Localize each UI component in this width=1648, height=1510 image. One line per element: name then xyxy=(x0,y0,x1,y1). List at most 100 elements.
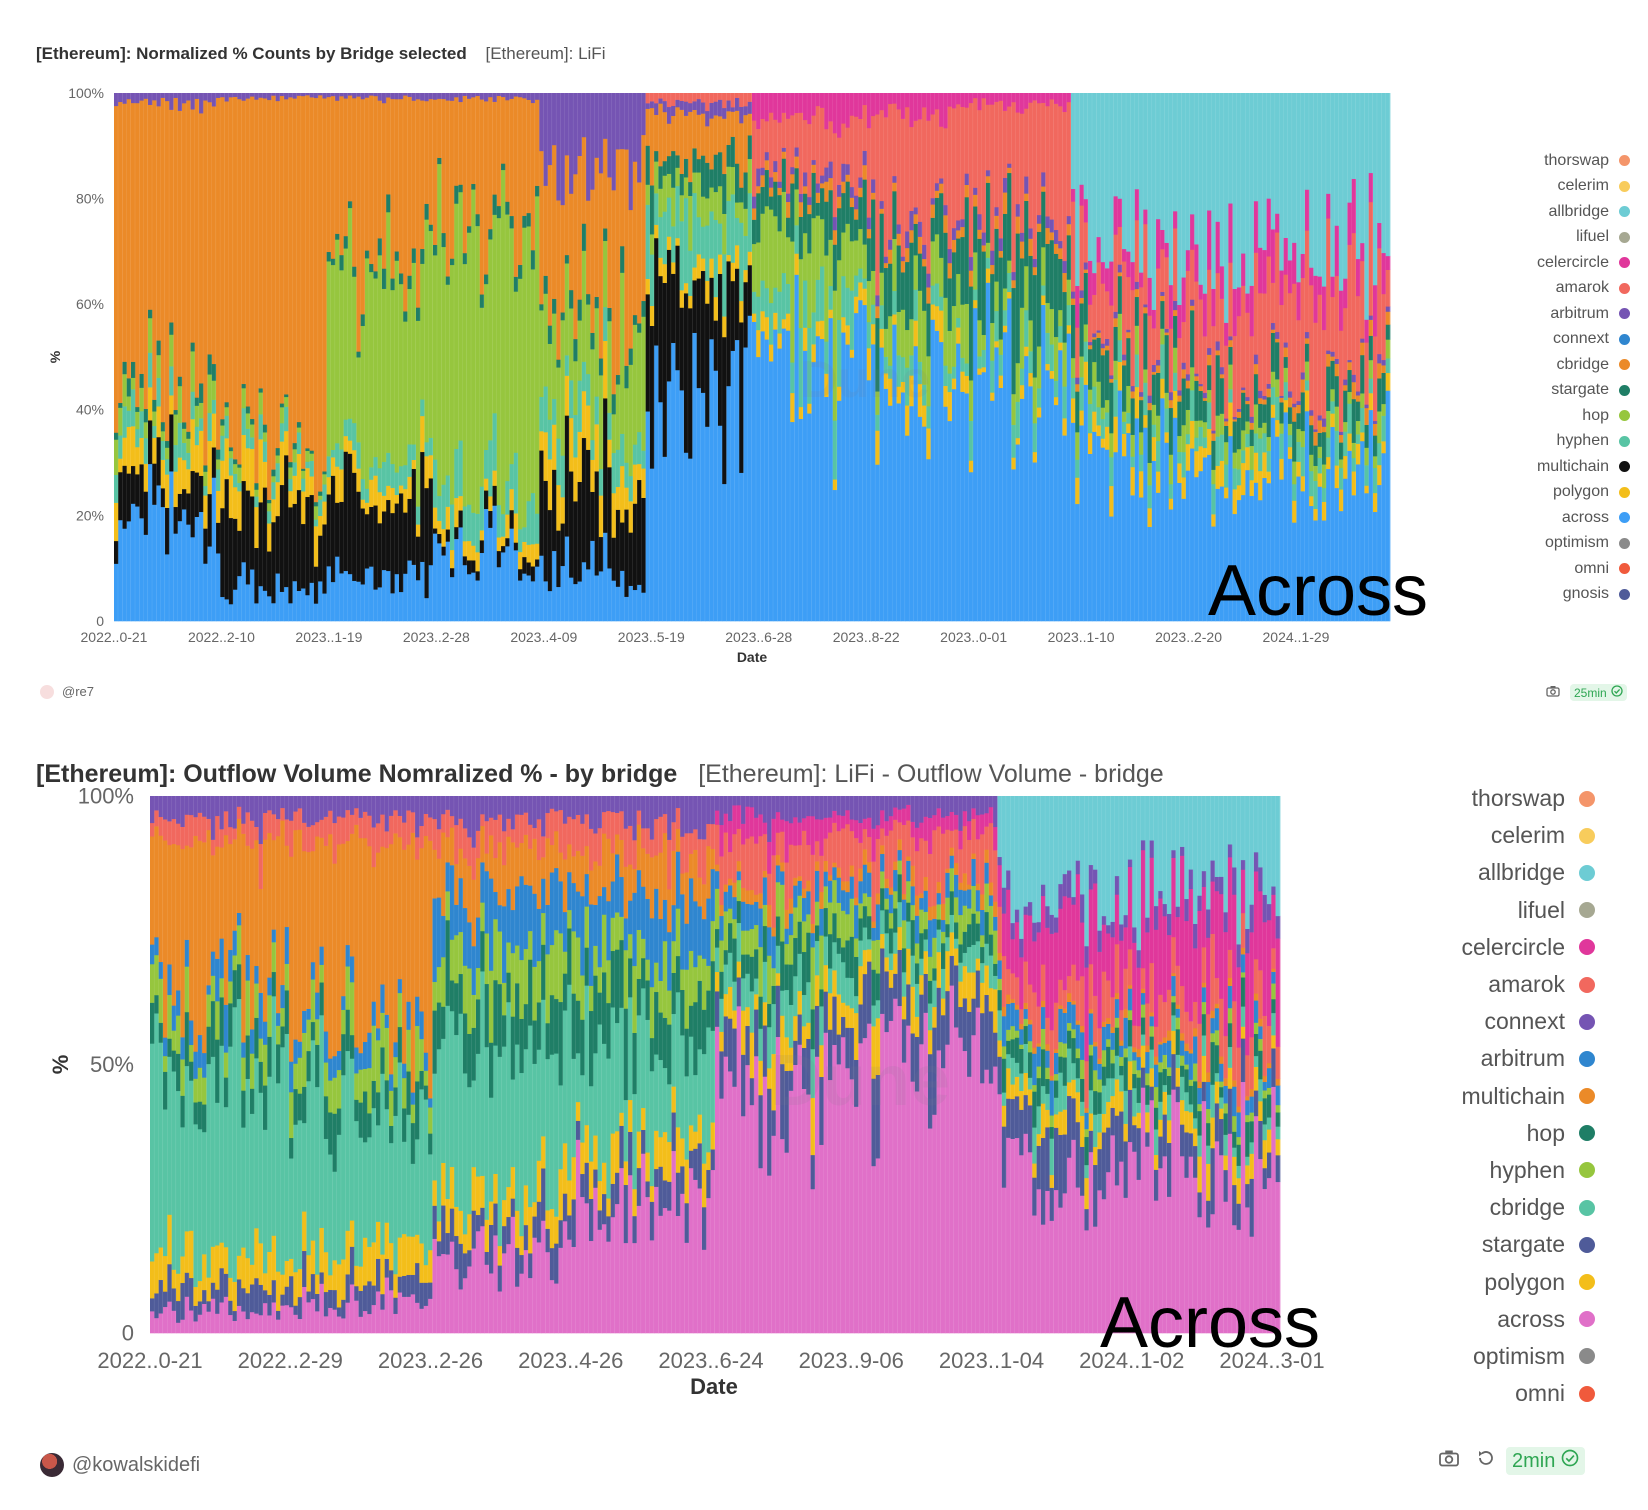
bar-segment-hop xyxy=(237,467,242,484)
bar-segment-hop xyxy=(315,1044,320,1088)
bar-segment-polygon xyxy=(445,506,451,530)
bar-segment-stargate xyxy=(518,264,523,279)
author-credit[interactable]: @re7 xyxy=(40,684,94,699)
bar-segment-hop xyxy=(171,1050,177,1072)
bar-segment-amarok xyxy=(922,107,927,245)
camera-icon[interactable] xyxy=(1546,685,1560,700)
legend-item-arbitrum[interactable]: arbitrum xyxy=(1380,301,1630,327)
bar-segment-hyphen xyxy=(318,499,323,517)
bar-segment-across xyxy=(1241,494,1246,622)
legend-item-allbridge[interactable]: allbridge xyxy=(1380,199,1630,225)
bar-segment-polygon xyxy=(939,310,944,343)
bar-segment-arbitrum xyxy=(1338,431,1344,436)
bar-segment-allbridge xyxy=(1351,93,1357,179)
bar-segment-hop xyxy=(671,187,676,227)
legend-item-omni[interactable]: omni xyxy=(1380,556,1630,582)
legend-item-connext[interactable]: connext xyxy=(1380,327,1630,353)
bar-segment-hyphen xyxy=(901,920,907,949)
bar-segment-cbridge xyxy=(745,973,751,1008)
legend-item-hyphen[interactable]: hyphen xyxy=(1380,429,1630,455)
bar-segment-connext xyxy=(828,796,833,818)
bar-segment-cbridge xyxy=(493,1045,499,1174)
bar-segment-across xyxy=(309,582,315,622)
legend-item-thorswap[interactable]: thorswap xyxy=(1380,148,1630,174)
bar-segment-stargate xyxy=(688,181,693,197)
bar-segment-stargate xyxy=(1045,243,1051,304)
bar-segment-celercircle xyxy=(797,822,803,846)
bar-segment-hop xyxy=(1177,435,1182,453)
bar-segment-multichain xyxy=(406,844,412,1002)
bar-segment-stargate xyxy=(675,1172,681,1216)
bar-segment-arbitrum xyxy=(739,106,744,124)
bar-segment-celercircle xyxy=(951,93,957,109)
bar-segment-amarok xyxy=(1028,102,1034,229)
bar-segment-stargate xyxy=(545,1228,551,1253)
legend-item-cbridge[interactable]: cbridge xyxy=(1380,352,1630,378)
bar-segment-stargate xyxy=(216,449,221,460)
bar-segment-across xyxy=(837,400,842,622)
bar-segment-amarok xyxy=(554,811,559,832)
legend-item-polygon[interactable]: polygon xyxy=(1380,480,1630,506)
bar-segment-hyphen xyxy=(1381,415,1387,442)
refresh-badge[interactable]: 25min xyxy=(1570,684,1627,701)
legend-item-amarok[interactable]: amarok xyxy=(1380,276,1630,302)
bar-segment-hop xyxy=(998,339,1004,355)
bar-segment-across xyxy=(428,564,434,622)
legend-item-stargate[interactable]: stargate xyxy=(1380,378,1630,404)
bar-segment-amarok xyxy=(1275,232,1280,333)
bar-segment-hyphen xyxy=(177,422,183,458)
bar-segment-hop xyxy=(467,232,472,505)
legend-item-lifuel[interactable]: lifuel xyxy=(1380,225,1630,251)
bar-segment-amarok xyxy=(241,823,246,834)
bar-segment-hyphen xyxy=(1241,450,1246,464)
bar-segment-hyphen xyxy=(510,952,516,1017)
bar-segment-hyphen xyxy=(964,363,970,376)
bar-segment-allbridge xyxy=(1134,93,1140,190)
bar-segment-stargate xyxy=(276,1310,281,1320)
bar-segment-across xyxy=(249,1311,255,1334)
bar-segment-hop xyxy=(245,413,251,429)
bar-segment-celercircle xyxy=(867,817,872,838)
bar-segment-cbridge xyxy=(322,98,328,472)
bar-segment-celercircle xyxy=(913,93,919,121)
bar-segment-hop xyxy=(522,227,527,528)
legend-item-celerim[interactable]: celerim xyxy=(1380,174,1630,200)
bar-segment-across xyxy=(467,573,472,622)
bar-segment-celercircle xyxy=(1177,304,1182,339)
bar-segment-celercircle xyxy=(1024,93,1029,109)
bar-segment-hyphen xyxy=(811,312,817,345)
bar-segment-arbitrum xyxy=(1355,391,1361,396)
bar-segment-connext xyxy=(154,796,160,811)
bar-segment-hyphen xyxy=(1372,467,1378,494)
bar-segment-across xyxy=(1088,453,1093,622)
legend-item-multichain[interactable]: multichain xyxy=(1380,454,1630,480)
bar-segment-across xyxy=(436,1255,442,1334)
legend-item-optimism[interactable]: optimism xyxy=(1380,531,1630,557)
bar-segment-cbridge xyxy=(254,1058,260,1229)
bar-segment-polygon xyxy=(705,280,710,304)
bar-segment-hop xyxy=(794,189,800,226)
bar-segment-cbridge xyxy=(688,1036,694,1126)
bar-segment-hyphen xyxy=(1011,424,1017,458)
bar-segment-stargate xyxy=(190,342,196,352)
bar-segment-hop xyxy=(700,196,706,227)
bar-segment-cbridge xyxy=(1113,318,1119,327)
bar-segment-polygon xyxy=(306,1254,312,1292)
bar-segment-arbitrum xyxy=(131,93,136,104)
bar-segment-hop xyxy=(803,232,808,281)
bar-segment-multichain xyxy=(384,847,390,1015)
legend-item-gnosis[interactable]: gnosis xyxy=(1380,582,1630,608)
bar-segment-across xyxy=(547,590,553,622)
bar-segment-hyphen xyxy=(156,377,162,407)
legend-item-celercircle[interactable]: celercircle xyxy=(1380,250,1630,276)
bar-segment-stargate xyxy=(171,1288,177,1311)
bar-segment-across xyxy=(267,596,272,622)
bar-segment-cbridge xyxy=(165,100,170,442)
bar-segment-hyphen xyxy=(1347,403,1353,434)
legend-item-hop[interactable]: hop xyxy=(1380,403,1630,429)
bar-segment-arbitrum xyxy=(148,93,153,105)
bar-segment-across xyxy=(1283,412,1289,622)
bar-segment-stargate xyxy=(875,317,880,392)
legend-item-across[interactable]: across xyxy=(1380,505,1630,531)
bar-segment-cbridge xyxy=(773,171,778,182)
